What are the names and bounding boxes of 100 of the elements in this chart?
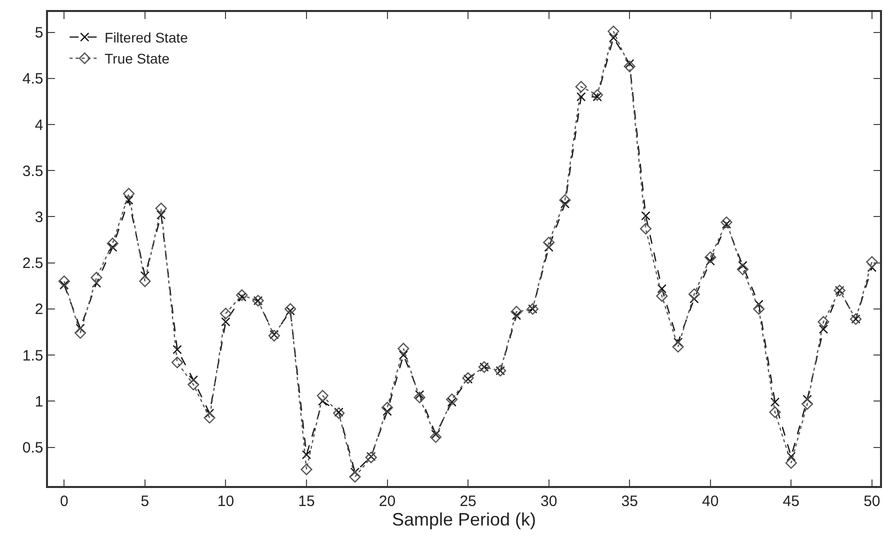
point bbox=[414, 392, 426, 404]
point bbox=[818, 316, 830, 328]
x-axis-title: Sample Period (k) bbox=[392, 510, 536, 530]
point bbox=[802, 398, 814, 410]
y-tick-label: 2 bbox=[34, 301, 44, 318]
y-tick-label: 1.5 bbox=[22, 347, 44, 364]
point bbox=[74, 327, 86, 339]
x-tick-label: 45 bbox=[782, 492, 800, 510]
point bbox=[382, 406, 392, 416]
point bbox=[76, 324, 85, 333]
point bbox=[770, 397, 780, 407]
point bbox=[447, 397, 456, 407]
point bbox=[754, 300, 764, 309]
point bbox=[786, 452, 796, 462]
point bbox=[818, 324, 828, 334]
x-tick-label: 0 bbox=[60, 492, 68, 510]
point bbox=[300, 464, 312, 476]
x-tick-label: 15 bbox=[298, 492, 315, 510]
point bbox=[802, 394, 812, 404]
point bbox=[543, 236, 555, 248]
point bbox=[753, 303, 765, 315]
point bbox=[398, 342, 410, 354]
point bbox=[124, 196, 134, 205]
point bbox=[349, 470, 361, 483]
x-tick-label: 10 bbox=[217, 492, 234, 510]
point bbox=[510, 306, 522, 318]
y-tick-label: 3 bbox=[34, 208, 44, 226]
y-tick-label: 2.5 bbox=[22, 255, 44, 272]
point bbox=[559, 194, 571, 206]
point bbox=[139, 275, 151, 288]
point bbox=[769, 406, 781, 418]
x-tick-label: 40 bbox=[702, 492, 719, 510]
point bbox=[576, 92, 586, 102]
point bbox=[512, 310, 522, 320]
point bbox=[156, 210, 166, 220]
y-tick-label: 4 bbox=[34, 116, 44, 134]
point bbox=[398, 350, 408, 360]
point bbox=[592, 92, 602, 102]
y-tick-label: 1 bbox=[34, 393, 44, 410]
point bbox=[188, 375, 198, 385]
point bbox=[688, 288, 700, 300]
y-tick-label: 0.5 bbox=[22, 440, 44, 457]
point bbox=[302, 450, 312, 460]
point bbox=[720, 216, 732, 228]
legend-label: True State bbox=[104, 50, 170, 67]
point bbox=[204, 412, 216, 424]
point bbox=[575, 80, 587, 92]
x-tick-label: 25 bbox=[460, 492, 476, 510]
point bbox=[624, 59, 634, 68]
point bbox=[704, 252, 716, 264]
point bbox=[106, 238, 118, 250]
point bbox=[284, 303, 296, 315]
point bbox=[204, 408, 214, 418]
y-tick-label: 4.5 bbox=[22, 70, 44, 88]
point bbox=[785, 457, 797, 469]
point bbox=[350, 468, 360, 477]
x-tick-label: 35 bbox=[621, 492, 638, 510]
legend-label: Filtered State bbox=[104, 30, 188, 46]
point bbox=[220, 308, 232, 320]
x-tick-label: 5 bbox=[140, 492, 150, 510]
point bbox=[560, 199, 570, 208]
point bbox=[430, 431, 442, 443]
point bbox=[690, 294, 699, 304]
point bbox=[431, 430, 440, 439]
y-tick-label: 5 bbox=[34, 24, 44, 42]
point bbox=[608, 26, 620, 38]
point bbox=[60, 280, 69, 290]
point bbox=[140, 271, 150, 280]
point bbox=[171, 356, 184, 368]
point bbox=[544, 242, 554, 252]
point bbox=[221, 317, 230, 326]
point bbox=[673, 338, 683, 347]
point bbox=[316, 390, 328, 402]
point bbox=[640, 222, 652, 235]
point bbox=[738, 261, 748, 270]
point bbox=[90, 272, 102, 284]
point bbox=[706, 256, 715, 266]
point bbox=[108, 242, 118, 252]
point bbox=[591, 89, 604, 101]
point bbox=[155, 202, 167, 214]
point bbox=[188, 378, 200, 390]
y-tick-label: 3.5 bbox=[22, 162, 44, 180]
point bbox=[446, 394, 458, 406]
point bbox=[656, 290, 668, 302]
x-tick-label: 50 bbox=[864, 492, 880, 510]
point bbox=[722, 220, 732, 229]
point bbox=[58, 275, 70, 288]
point bbox=[381, 402, 394, 414]
point bbox=[286, 306, 295, 316]
point bbox=[672, 340, 684, 353]
point bbox=[624, 60, 636, 72]
x-tick-label: 20 bbox=[378, 492, 396, 510]
point bbox=[736, 263, 748, 276]
point bbox=[414, 390, 424, 400]
point bbox=[172, 344, 182, 354]
x-tick-label: 30 bbox=[540, 492, 558, 510]
point bbox=[866, 256, 878, 268]
point bbox=[657, 284, 666, 294]
point bbox=[237, 292, 246, 302]
point bbox=[122, 188, 135, 200]
